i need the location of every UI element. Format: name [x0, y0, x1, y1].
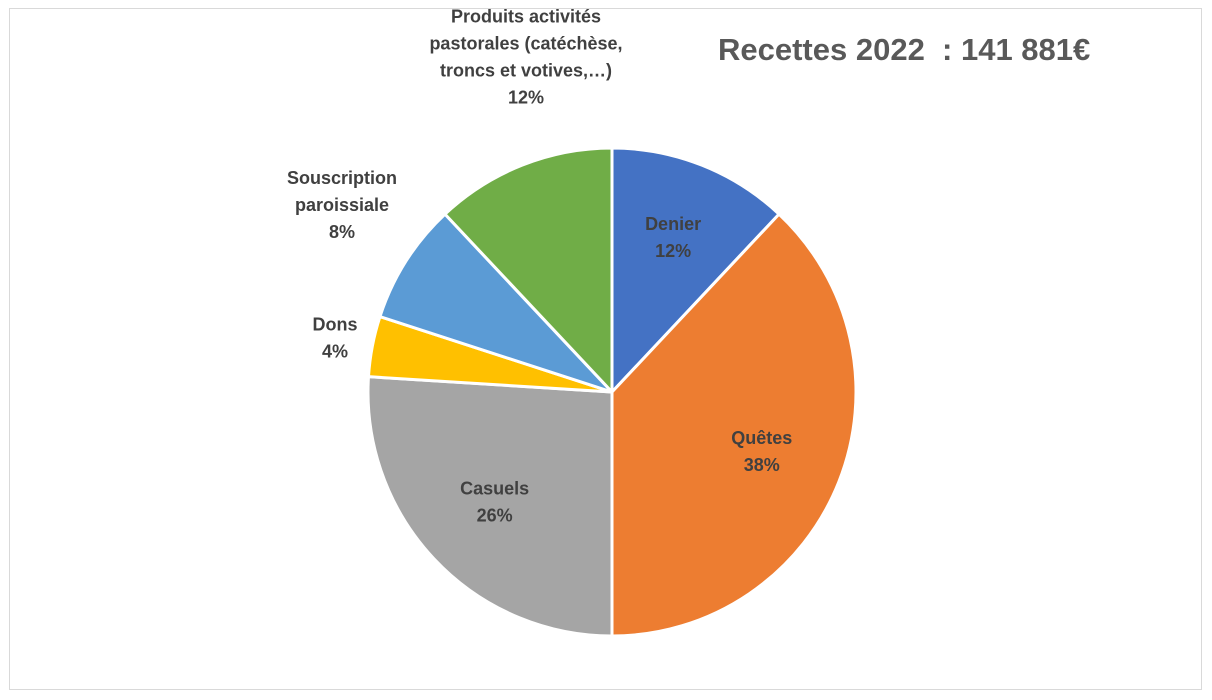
slice-label-produits-activites-pastorales-catechese-troncs-et-votives: Produits activités pastorales (catéchèse,…: [429, 7, 622, 108]
pie-slice-souscription-paroissiale: [378, 212, 614, 394]
slice-name-line: Souscription: [287, 168, 397, 188]
slice-percent: 4%: [322, 342, 348, 362]
pie-slices: [366, 146, 858, 638]
slice-name-line: Quêtes: [731, 428, 792, 448]
chart-title: Recettes 2022 : 141 881€: [718, 32, 1091, 67]
pie-slice-denier: [610, 146, 781, 394]
slice-name-line: Dons: [313, 315, 358, 335]
slice-percent: 26%: [477, 506, 513, 526]
pie-slice-produits-activites-pastorales-catechese-troncs-et-votives: [443, 146, 614, 394]
slice-name-line: pastorales (catéchèse,: [429, 34, 622, 54]
slice-name-line: Denier: [645, 214, 701, 234]
slice-percent: 12%: [655, 241, 691, 261]
pie-slice-quetes: [610, 212, 858, 638]
slice-label-quetes: Quêtes 38%: [731, 428, 792, 475]
slice-name-line: Produits activités: [451, 7, 601, 27]
slice-percent: 38%: [744, 455, 780, 475]
slice-label-casuels: Casuels 26%: [460, 479, 529, 526]
pie-slice-casuels: [366, 375, 614, 638]
slice-label-dons: Dons 4%: [313, 315, 358, 362]
slice-name-line: paroissiale: [295, 195, 389, 215]
slice-percent: 12%: [508, 88, 544, 108]
slice-label-souscription-paroissiale: Souscription paroissiale 8%: [287, 168, 397, 242]
slice-percent: 8%: [329, 222, 355, 242]
pie-labels: Denier 12% Quêtes 38% Casuels 26% Dons 4% Souscr…: [287, 7, 792, 526]
slice-name-line: troncs et votives,…): [440, 61, 612, 81]
slice-label-denier: Denier 12%: [645, 214, 701, 261]
slice-name-line: Casuels: [460, 479, 529, 499]
